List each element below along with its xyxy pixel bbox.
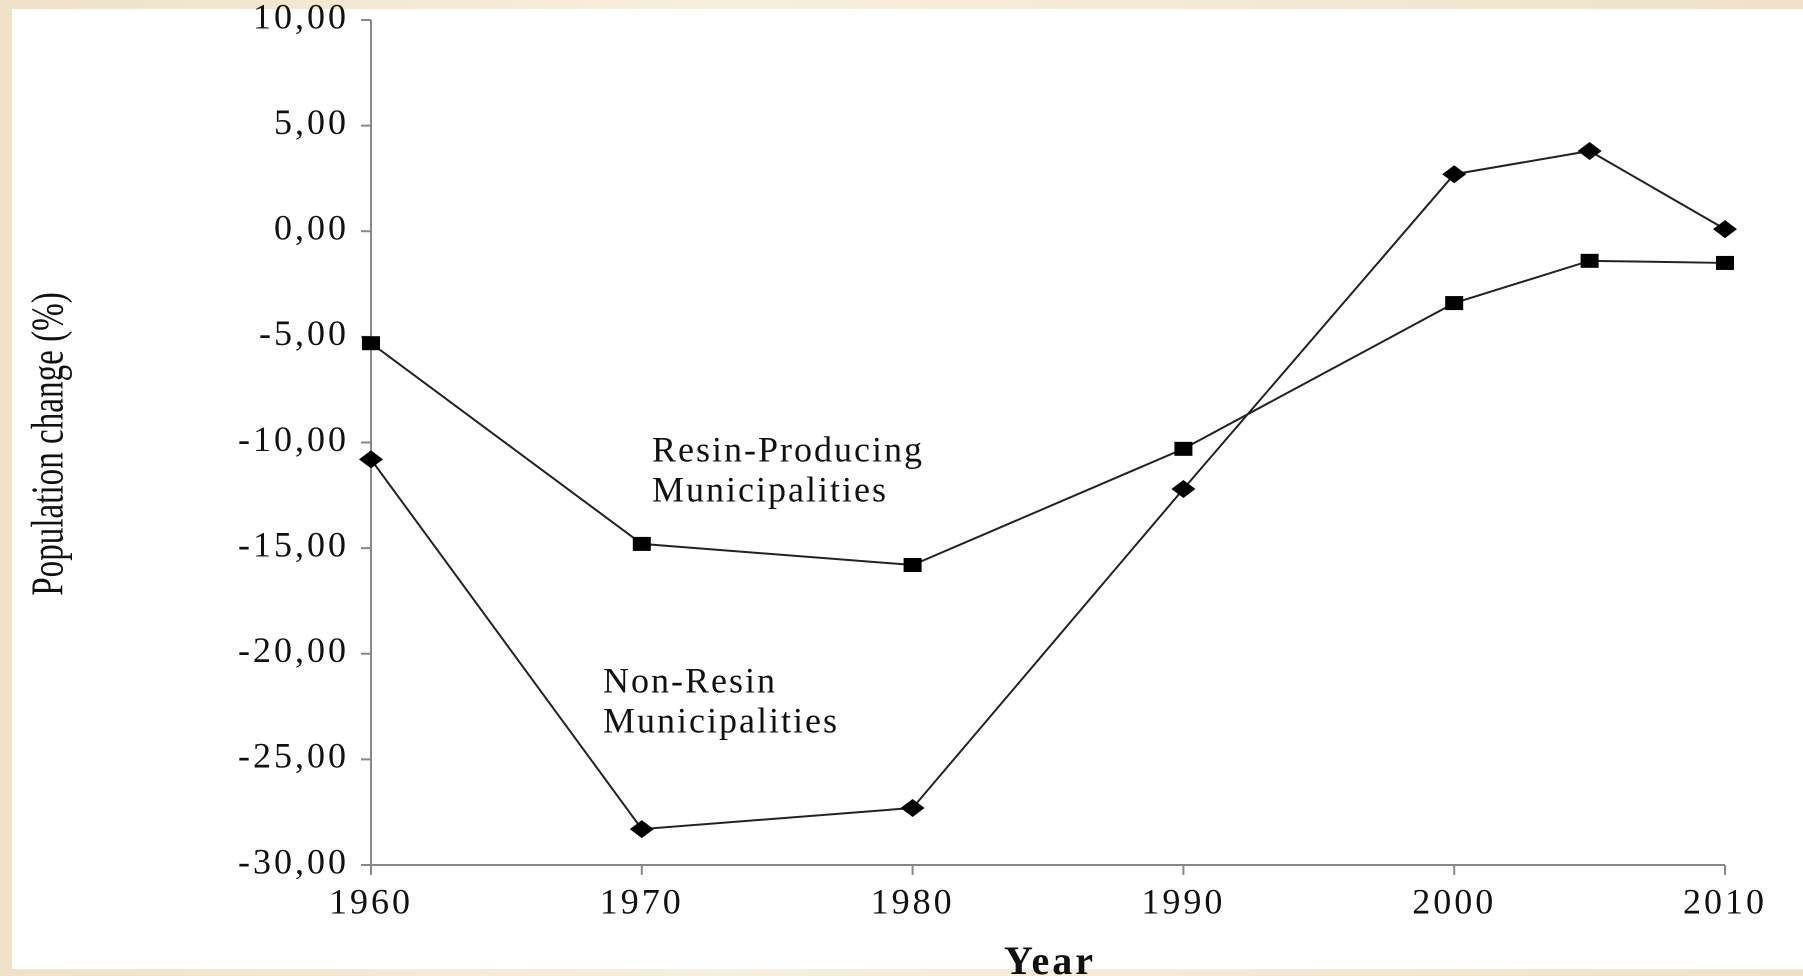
marker-diamond — [629, 820, 654, 839]
annotation: Municipalities — [652, 469, 888, 509]
marker-diamond — [1577, 141, 1602, 160]
y-tick-label: -10,00 — [238, 419, 349, 459]
y-tick-label: -25,00 — [238, 736, 349, 776]
marker-square — [1174, 441, 1193, 456]
y-tick-label: 5,00 — [274, 102, 349, 142]
marker-square — [632, 536, 651, 551]
x-tick-label: 2000 — [1412, 881, 1496, 921]
y-tick-label: -30,00 — [238, 841, 349, 881]
marker-diamond — [1442, 165, 1467, 184]
x-tick-label: 2010 — [1683, 881, 1767, 921]
marker-square — [1445, 296, 1464, 311]
x-tick-label: 1980 — [871, 881, 955, 921]
marker-square — [1580, 253, 1599, 268]
marker-diamond — [359, 450, 383, 469]
marker-square — [1716, 255, 1734, 270]
y-tick-label: -5,00 — [259, 313, 349, 353]
y-tick-label: -15,00 — [238, 524, 349, 564]
marker-square — [903, 558, 922, 573]
y-tick-label: 0,00 — [274, 208, 349, 248]
annotation: Resin-Producing — [652, 429, 924, 469]
plot-background — [12, 9, 1803, 969]
y-axis-title: Population change (%) — [21, 292, 73, 595]
y-tick-label: -20,00 — [238, 630, 349, 670]
x-tick-label: 1970 — [600, 881, 684, 921]
annotation: Municipalities — [603, 700, 839, 740]
marker-diamond — [1171, 479, 1196, 498]
x-tick-label: 1960 — [329, 881, 413, 921]
marker-diamond — [1713, 220, 1737, 239]
annotation: Non-Resin — [603, 660, 777, 700]
y-tick-label: 10,00 — [253, 0, 349, 36]
marker-square — [362, 336, 380, 351]
x-tick-label: 1990 — [1141, 881, 1225, 921]
marker-diamond — [900, 798, 925, 817]
x-axis-title: Year — [1004, 938, 1096, 976]
